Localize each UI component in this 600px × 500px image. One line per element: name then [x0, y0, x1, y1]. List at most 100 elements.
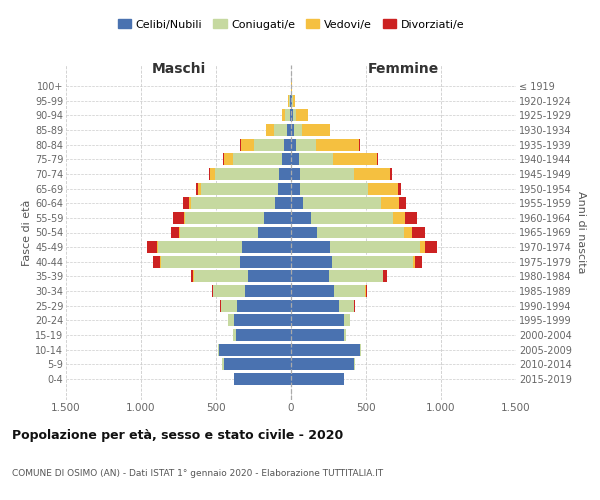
Bar	[339, 300, 354, 312]
Bar	[148, 241, 157, 253]
Bar	[180, 226, 258, 238]
Bar	[291, 182, 300, 194]
Bar	[241, 241, 291, 253]
Bar	[183, 197, 189, 209]
Bar	[296, 138, 316, 150]
Bar	[277, 182, 291, 194]
Bar	[290, 110, 291, 122]
Bar	[289, 95, 290, 107]
Bar	[317, 226, 404, 238]
Bar	[237, 300, 291, 312]
Bar	[360, 344, 361, 355]
Bar	[393, 212, 405, 224]
Bar	[311, 212, 393, 224]
Bar	[303, 197, 381, 209]
Bar	[161, 256, 240, 268]
Y-axis label: Anni di nascita: Anni di nascita	[575, 191, 586, 274]
Bar	[179, 226, 180, 238]
Bar	[219, 344, 291, 355]
Text: COMUNE DI OSIMO (AN) - Dati ISTAT 1° gennaio 2020 - Elaborazione TUTTITALIA.IT: COMUNE DI OSIMO (AN) - Dati ISTAT 1° gen…	[12, 468, 383, 477]
Bar	[291, 344, 360, 355]
Bar	[157, 241, 241, 253]
Bar	[333, 154, 377, 166]
Bar	[383, 270, 387, 282]
Bar	[291, 197, 303, 209]
Bar	[290, 95, 291, 107]
Y-axis label: Fasce di età: Fasce di età	[22, 200, 32, 266]
Bar	[284, 138, 291, 150]
Bar	[291, 168, 300, 180]
Bar	[399, 197, 406, 209]
Bar	[212, 285, 213, 297]
Bar	[241, 138, 254, 150]
Bar	[254, 138, 284, 150]
Bar	[185, 212, 264, 224]
Bar	[334, 285, 365, 297]
Bar	[279, 168, 291, 180]
Bar	[291, 241, 330, 253]
Bar	[274, 124, 287, 136]
Bar	[291, 285, 334, 297]
Bar	[343, 329, 346, 341]
Bar	[405, 212, 417, 224]
Bar	[235, 329, 291, 341]
Bar	[354, 358, 355, 370]
Text: Popolazione per età, sesso e stato civile - 2020: Popolazione per età, sesso e stato civil…	[12, 430, 343, 442]
Text: Femmine: Femmine	[368, 62, 439, 76]
Bar	[209, 168, 210, 180]
Bar	[404, 226, 412, 238]
Bar	[302, 124, 330, 136]
Bar	[215, 168, 279, 180]
Bar	[201, 182, 277, 194]
Bar	[293, 95, 295, 107]
Bar	[420, 241, 425, 253]
Bar	[294, 124, 302, 136]
Bar	[198, 182, 201, 194]
Bar	[291, 314, 343, 326]
Bar	[287, 124, 291, 136]
Bar	[266, 124, 274, 136]
Bar	[275, 197, 291, 209]
Bar	[291, 373, 343, 385]
Text: Maschi: Maschi	[151, 62, 206, 76]
Bar	[193, 270, 248, 282]
Bar	[412, 226, 425, 238]
Bar	[153, 256, 160, 268]
Bar	[171, 226, 179, 238]
Bar	[366, 285, 367, 297]
Bar	[292, 95, 293, 107]
Bar	[191, 197, 275, 209]
Bar	[264, 212, 291, 224]
Bar	[377, 154, 378, 166]
Bar	[222, 358, 223, 370]
Bar	[228, 314, 234, 326]
Bar	[343, 314, 349, 326]
Bar	[213, 285, 245, 297]
Bar	[291, 358, 354, 370]
Bar	[240, 256, 291, 268]
Bar	[330, 241, 420, 253]
Bar	[223, 154, 233, 166]
Bar	[291, 256, 331, 268]
Bar	[282, 110, 285, 122]
Bar	[329, 270, 383, 282]
Bar	[210, 168, 215, 180]
Bar	[223, 358, 291, 370]
Bar	[291, 329, 343, 341]
Bar	[285, 110, 290, 122]
Bar	[293, 110, 296, 122]
Bar	[291, 212, 311, 224]
Bar	[282, 154, 291, 166]
Bar	[291, 300, 339, 312]
Bar	[300, 168, 354, 180]
Bar	[316, 138, 359, 150]
Bar	[331, 256, 413, 268]
Bar	[413, 256, 415, 268]
Bar	[299, 154, 333, 166]
Bar	[354, 168, 390, 180]
Bar	[381, 197, 399, 209]
Bar	[245, 285, 291, 297]
Bar	[233, 154, 282, 166]
Bar	[359, 138, 360, 150]
Bar	[291, 110, 293, 122]
